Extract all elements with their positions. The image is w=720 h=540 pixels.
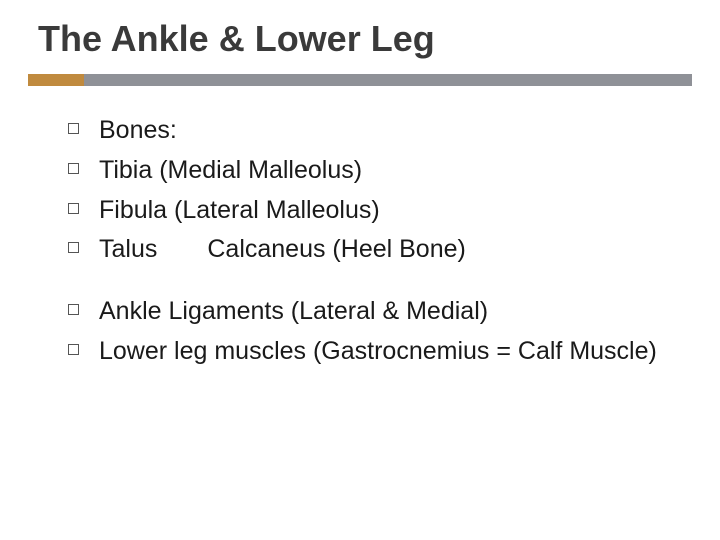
list-item: Fibula (Lateral Malleolus) bbox=[68, 194, 672, 228]
bullet-text: Fibula (Lateral Malleolus) bbox=[99, 194, 672, 228]
list-item: Ankle Ligaments (Lateral & Medial) bbox=[68, 295, 672, 329]
square-bullet-icon bbox=[68, 203, 79, 214]
bullet-text: Lower leg muscles (Gastrocnemius = Calf … bbox=[99, 335, 672, 369]
bullet-text: Ankle Ligaments (Lateral & Medial) bbox=[99, 295, 672, 329]
rule-gray-bar bbox=[28, 74, 692, 86]
rule-accent-bar bbox=[28, 74, 84, 86]
list-item: Bones: bbox=[68, 114, 672, 148]
list-item: Lower leg muscles (Gastrocnemius = Calf … bbox=[68, 335, 672, 369]
title-rule bbox=[28, 74, 692, 86]
slide-title: The Ankle & Lower Leg bbox=[38, 18, 692, 60]
list-item: Talus Calcaneus (Heel Bone) bbox=[68, 233, 672, 267]
square-bullet-icon bbox=[68, 344, 79, 355]
square-bullet-icon bbox=[68, 163, 79, 174]
square-bullet-icon bbox=[68, 242, 79, 253]
square-bullet-icon bbox=[68, 123, 79, 134]
bullet-text: Tibia (Medial Malleolus) bbox=[99, 154, 672, 188]
slide-container: The Ankle & Lower Leg Bones: Tibia (Medi… bbox=[0, 0, 720, 540]
bullet-text: Talus Calcaneus (Heel Bone) bbox=[99, 233, 672, 267]
bullet-text: Bones: bbox=[99, 114, 672, 148]
bullet-group-1: Bones: Tibia (Medial Malleolus) Fibula (… bbox=[68, 114, 672, 267]
list-item: Tibia (Medial Malleolus) bbox=[68, 154, 672, 188]
slide-body: Bones: Tibia (Medial Malleolus) Fibula (… bbox=[28, 114, 692, 369]
square-bullet-icon bbox=[68, 304, 79, 315]
bullet-group-2: Ankle Ligaments (Lateral & Medial) Lower… bbox=[68, 295, 672, 369]
